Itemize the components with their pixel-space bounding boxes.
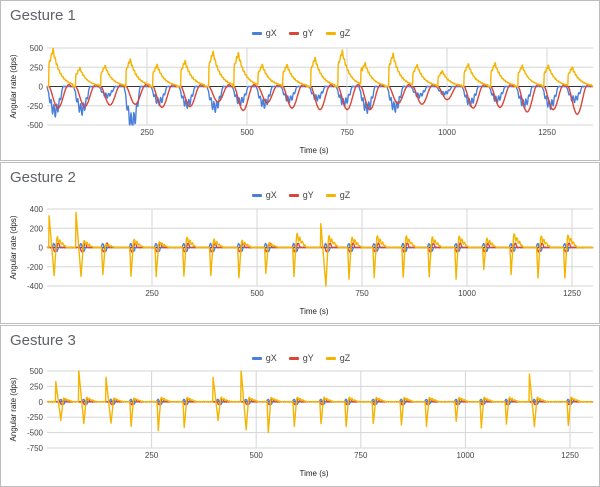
y-tick-label: -250 [27,413,44,422]
y-tick-label: 250 [30,63,44,72]
legend-item-gY[interactable]: gY [288,28,314,38]
chart-svg: 500 250 0 -250 -500 250 500 750 1000 1250 Angular … [9,44,594,155]
legend: gX gY gZ [1,353,600,363]
legend-item-gX[interactable]: gX [251,353,277,363]
x-axis-label: Time (s) [299,146,328,155]
legend-item-gX[interactable]: gX [251,28,277,38]
legend-swatch [251,357,262,361]
y-tick-label: -500 [27,429,44,438]
series-line-gY [46,83,594,116]
y-axis-label: Angular rate (dps) [9,377,18,441]
legend-swatch [251,194,262,198]
y-tick-label: -250 [27,102,44,111]
x-tick-label: 750 [354,451,368,460]
y-tick-label: 250 [30,382,44,391]
legend-swatch [325,357,336,361]
x-tick-label: 1000 [458,289,476,298]
series-line-gX [46,85,594,126]
x-tick-label: 750 [355,289,369,298]
series-line-gZ [46,370,594,434]
legend-item-gZ[interactable]: gZ [325,190,351,200]
y-tick-label: 0 [39,83,44,92]
y-tick-label: -200 [27,263,44,272]
y-tick-label: -400 [27,282,44,291]
legend-swatch [325,194,336,198]
legend-item-gY[interactable]: gY [288,190,314,200]
legend-item-gX[interactable]: gX [251,190,277,200]
legend-label: gZ [339,190,351,200]
legend-label: gY [302,353,314,363]
series-line-gZ [46,47,594,88]
x-tick-label: 1000 [456,451,474,460]
x-axis-label: Time (s) [299,469,328,478]
legend: gX gY gZ [1,190,600,200]
chart-panel-gesture-3: Gesture 3 500 250 0 -250 -500 -750 250 500 750 10… [0,325,600,487]
legend-label: gX [265,353,277,363]
legend-swatch [288,357,299,361]
legend-swatch [251,32,262,36]
legend-item-gZ[interactable]: gZ [325,28,351,38]
x-tick-label: 1250 [561,451,579,460]
legend-swatch [288,32,299,36]
legend-item-gY[interactable]: gY [288,353,314,363]
chart-title: Gesture 3 [10,332,76,349]
x-tick-label: 500 [240,128,254,137]
legend-label: gX [265,190,277,200]
y-tick-label: -500 [27,121,44,130]
legend-label: gZ [339,353,351,363]
legend-swatch [288,194,299,198]
x-tick-label: 500 [250,451,264,460]
legend-label: gX [265,28,277,38]
chart-svg: 400 200 0 -200 -400 250 500 750 1000 1250 Angular … [9,205,594,316]
x-tick-label: 250 [145,451,159,460]
y-tick-label: 500 [30,367,44,376]
x-tick-label: 1250 [538,128,556,137]
legend: gX gY gZ [1,28,600,38]
y-tick-label: 200 [30,224,44,233]
y-tick-label: 500 [30,44,44,53]
series-line-gZ [46,211,594,287]
legend-item-gZ[interactable]: gZ [325,353,351,363]
chart-title: Gesture 2 [10,169,76,186]
y-tick-label: 0 [39,244,44,253]
x-tick-label: 1250 [563,289,581,298]
y-tick-label: 0 [39,398,44,407]
y-axis-label: Angular rate (dps) [9,54,18,118]
x-tick-label: 500 [250,289,264,298]
x-tick-label: 250 [145,289,159,298]
chart-panel-gesture-1: Gesture 1 500 250 0 -250 -500 250 500 750 1000 12… [0,0,600,161]
x-tick-label: 250 [140,128,154,137]
chart-svg: 500 250 0 -250 -500 -750 250 500 750 1000 1250 Angu… [9,367,594,478]
chart-panel-gesture-2: Gesture 2 400 200 0 -200 -400 250 500 750 1000 12… [0,162,600,324]
legend-label: gZ [339,28,351,38]
chart-title: Gesture 1 [10,7,76,24]
y-tick-label: -750 [27,444,44,453]
x-axis-label: Time (s) [299,307,328,316]
y-axis-label: Angular rate (dps) [9,215,18,279]
y-tick-label: 400 [30,205,44,214]
legend-label: gY [302,190,314,200]
x-tick-label: 750 [340,128,354,137]
legend-label: gY [302,28,314,38]
x-tick-label: 1000 [438,128,456,137]
legend-swatch [325,32,336,36]
